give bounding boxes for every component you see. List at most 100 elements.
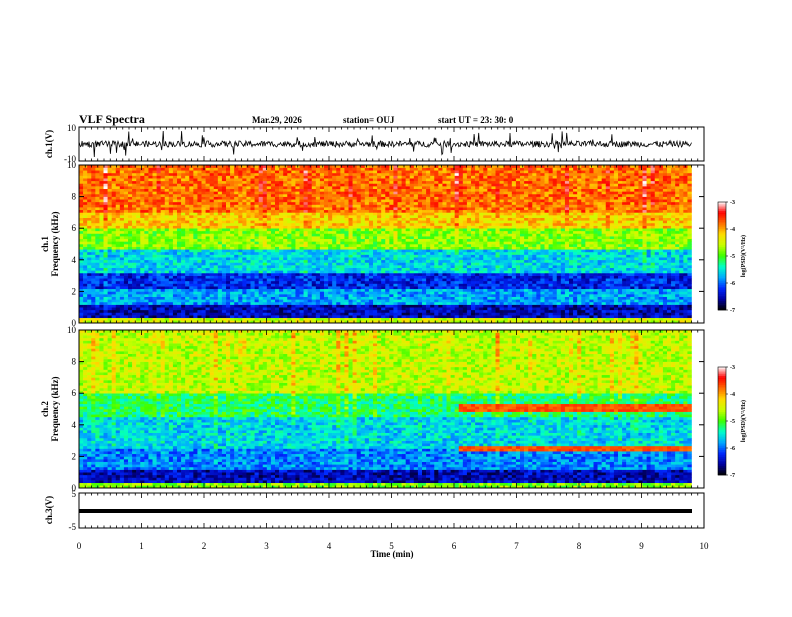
spectrogram-cell	[336, 317, 341, 321]
spectrogram-cell	[642, 265, 647, 268]
spectrogram-cell	[107, 309, 112, 313]
spectrogram-cell	[573, 249, 578, 253]
spectrogram-cell	[234, 296, 239, 300]
spectrogram-cell	[434, 272, 439, 276]
spectrogram-cell	[266, 254, 272, 258]
spectrogram-cell	[556, 304, 562, 308]
spectrogram-cell	[454, 288, 460, 292]
spectrogram-cell	[299, 270, 304, 274]
spectrogram-cell	[336, 307, 341, 311]
spectrogram-cell	[234, 288, 239, 292]
spectrogram-cell	[148, 262, 153, 266]
spectrogram-cell	[520, 278, 525, 282]
spectrogram-cell	[495, 244, 500, 247]
spectrogram-cell	[585, 272, 590, 276]
spectrogram-cell	[609, 280, 615, 284]
spectrogram-cell	[528, 275, 533, 279]
spectrogram-cell	[279, 294, 284, 297]
spectrogram-cell	[299, 241, 304, 245]
spectrogram-cell	[520, 246, 525, 250]
spectrogram-cell	[601, 241, 607, 245]
spectrogram-cell	[646, 291, 651, 295]
spectrogram-cell	[258, 262, 264, 266]
spectrogram-cell	[622, 275, 627, 279]
spectrogram-cell	[91, 275, 96, 279]
spectrogram-cell	[328, 259, 333, 263]
spectrogram-cell	[144, 233, 149, 237]
spectrogram-cell	[634, 296, 639, 300]
spectrogram-cell	[266, 299, 272, 303]
spectrogram-cell	[258, 304, 264, 308]
spectrogram-cell	[650, 251, 656, 255]
spectrogram-cell	[630, 296, 635, 300]
spectrogram-cell	[119, 257, 125, 261]
spectrogram-cell	[328, 251, 333, 255]
spectrogram-cell	[524, 294, 529, 297]
spectrogram-cell	[393, 299, 398, 303]
spectrogram-cell	[536, 309, 541, 313]
spectrogram-cell	[332, 283, 337, 287]
spectrogram-cell	[520, 286, 525, 290]
spectrogram-cell	[283, 259, 288, 263]
spectrogram-cell	[687, 244, 692, 247]
spectrogram-cell	[79, 315, 84, 319]
spectrogram-cell	[238, 304, 243, 308]
spectrogram-cell	[160, 309, 166, 313]
spectrogram-cell	[552, 286, 558, 290]
spectrogram-cell	[569, 262, 574, 266]
spectrogram-cell	[646, 312, 651, 316]
spectrogram-cell	[613, 278, 619, 282]
spectrogram-cell	[242, 296, 247, 300]
spectrogram-cell	[503, 238, 509, 242]
spectrogram-cell	[662, 317, 668, 321]
spectrogram-cell	[373, 270, 378, 274]
spectrogram-cell	[556, 257, 562, 261]
spectrogram-cell	[417, 236, 423, 240]
spectrogram-cell	[520, 301, 525, 305]
spectrogram-cell	[152, 288, 157, 292]
spectrogram-cell	[295, 267, 300, 271]
spectrogram-cell	[234, 275, 239, 279]
spectrogram-cell	[364, 265, 370, 268]
spectrogram-cell	[205, 299, 210, 303]
spectrogram-cell	[601, 257, 607, 261]
spectrogram-cell	[221, 257, 227, 261]
spectrogram-cell	[613, 244, 619, 247]
spectrogram-cell	[528, 270, 533, 274]
spectrogram-cell	[360, 320, 366, 324]
spectrogram-cell	[405, 272, 411, 276]
spectrogram-cell	[221, 267, 227, 271]
spectrogram-cell	[532, 307, 537, 311]
spectrogram-cell	[368, 241, 374, 245]
spectrogram-cell	[336, 238, 341, 242]
spectrogram-cell	[242, 317, 247, 321]
spectrogram-cell	[193, 317, 198, 321]
spectrogram-cell	[622, 315, 627, 319]
spectrogram-cell	[483, 299, 488, 303]
spectrogram-cell	[585, 270, 590, 274]
spectrogram-cell	[348, 315, 353, 319]
spectrogram-cell	[217, 262, 223, 266]
spectrogram-cell	[520, 262, 525, 266]
spectrogram-cell	[364, 241, 370, 245]
spectrogram-cell	[507, 254, 513, 258]
spectrogram-cell	[209, 257, 215, 261]
spectrogram-cell	[128, 265, 133, 268]
spectrogram-cell	[393, 262, 398, 266]
spectrogram-cell	[230, 288, 235, 292]
spectrogram-cell	[217, 291, 223, 295]
spectrogram-cell	[119, 251, 125, 255]
spectrogram-cell	[181, 262, 186, 266]
spectrogram-cell	[658, 296, 664, 300]
spectrogram-cell	[87, 301, 92, 305]
spectrogram-cell	[144, 275, 149, 279]
spectrogram-cell	[438, 286, 443, 290]
spectrogram-cell	[454, 254, 460, 258]
spectrogram-cell	[168, 278, 174, 282]
spectrogram-cell	[462, 283, 468, 287]
spectrogram-cell	[687, 246, 692, 250]
spectrogram-cell	[111, 265, 117, 268]
spectrogram-cell	[658, 262, 664, 266]
spectrogram-cell	[181, 265, 186, 268]
